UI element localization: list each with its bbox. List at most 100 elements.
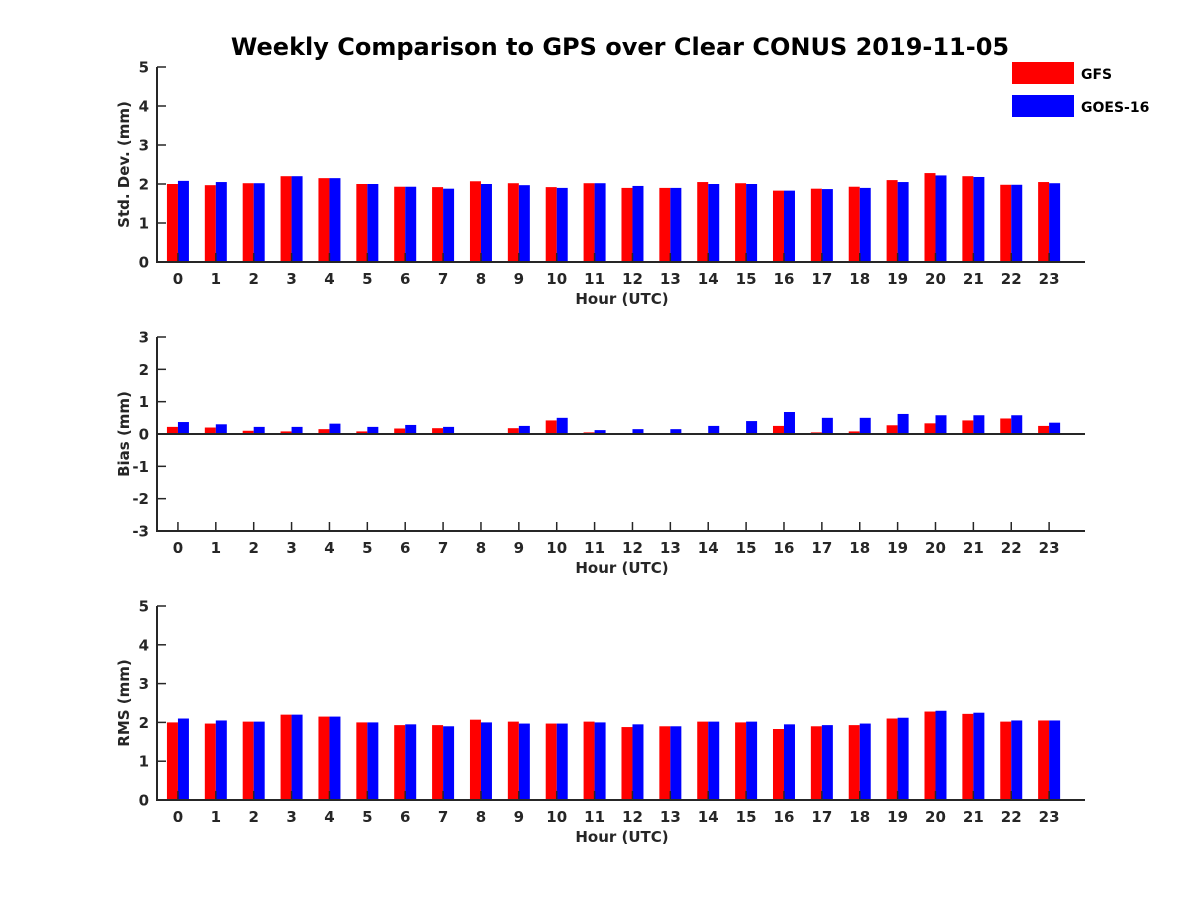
rms-bar-gfs-hour-3 xyxy=(280,714,292,800)
rms-x-tick-label: 8 xyxy=(476,808,486,826)
rms-y-tick-label: 1 xyxy=(139,753,149,771)
stddev-y-tick-label: 4 xyxy=(139,98,149,116)
rms-x-tick-label: 17 xyxy=(811,808,832,826)
bias-x-tick-label: 15 xyxy=(736,539,757,557)
bias-bar-goes16-hour-5 xyxy=(367,426,379,434)
bias-bar-gfs-hour-9 xyxy=(507,428,519,434)
bias-x-axis-label: Hour (UTC) xyxy=(575,559,668,577)
stddev-bar-gfs-hour-4 xyxy=(318,178,330,262)
rms-x-tick-label: 13 xyxy=(660,808,681,826)
rms-bar-gfs-hour-9 xyxy=(507,721,519,800)
stddev-bar-goes16-hour-11 xyxy=(594,183,606,262)
stddev-x-tick-label: 17 xyxy=(811,270,832,288)
stddev-bar-goes16-hour-12 xyxy=(632,185,644,262)
stddev-x-tick-label: 3 xyxy=(286,270,296,288)
rms-x-axis-label: Hour (UTC) xyxy=(575,828,668,846)
bias-bar-goes16-hour-12 xyxy=(632,429,644,434)
bias-x-tick-label: 2 xyxy=(248,539,258,557)
bias-bar-goes16-hour-4 xyxy=(329,423,341,434)
rms-x-tick-label: 10 xyxy=(546,808,567,826)
bias-bar-gfs-hour-3 xyxy=(280,431,292,434)
stddev-bar-goes16-hour-17 xyxy=(821,189,833,262)
stddev-bar-gfs-hour-18 xyxy=(848,186,860,262)
rms-bar-gfs-hour-16 xyxy=(772,729,784,800)
stddev-bar-goes16-hour-9 xyxy=(518,185,530,262)
rms-bar-gfs-hour-1 xyxy=(204,723,216,800)
stddev-x-tick-label: 2 xyxy=(248,270,258,288)
stddev-y-axis-label: Std. Dev. (mm) xyxy=(115,101,133,228)
legend-label-goes16: GOES-16 xyxy=(1081,100,1149,116)
bias-bar-goes16-hour-18 xyxy=(859,417,871,434)
bias-bar-goes16-hour-14 xyxy=(708,425,720,434)
stddev-bar-goes16-hour-4 xyxy=(329,178,341,262)
stddev-bar-goes16-hour-5 xyxy=(367,184,379,262)
bias-y-tick-label: 0 xyxy=(139,426,149,444)
stddev-bar-goes16-hour-22 xyxy=(1011,184,1023,262)
bias-bar-gfs-hour-16 xyxy=(772,425,784,434)
stddev-x-tick-label: 20 xyxy=(925,270,946,288)
rms-bar-gfs-hour-7 xyxy=(432,725,444,800)
rms-y-axis-label: RMS (mm) xyxy=(115,659,133,746)
bias-y-tick-label: -2 xyxy=(132,490,149,508)
stddev-bar-goes16-hour-16 xyxy=(783,190,795,262)
bias-bar-goes16-hour-21 xyxy=(973,415,985,434)
stddev-bar-gfs-hour-20 xyxy=(924,173,936,262)
rms-bar-gfs-hour-0 xyxy=(166,722,178,800)
legend: GFS GOES-16 xyxy=(1012,62,1149,117)
rms-y-tick-label: 2 xyxy=(139,714,149,732)
bias-bar-goes16-hour-10 xyxy=(556,417,568,434)
bias-bar-goes16-hour-20 xyxy=(935,415,947,434)
stddev-bar-goes16-hour-3 xyxy=(291,176,303,262)
rms-bar-goes16-hour-13 xyxy=(670,726,682,800)
bias-x-tick-label: 23 xyxy=(1039,539,1060,557)
stddev-x-tick-label: 15 xyxy=(736,270,757,288)
stddev-bar-goes16-hour-6 xyxy=(405,186,417,262)
rms-bar-gfs-hour-5 xyxy=(356,722,368,800)
legend-swatch-gfs xyxy=(1012,62,1074,84)
stddev-bar-gfs-hour-14 xyxy=(697,182,709,262)
rms-bar-gfs-hour-19 xyxy=(886,718,898,800)
stddev-x-tick-label: 9 xyxy=(514,270,524,288)
rms-x-tick-label: 9 xyxy=(514,808,524,826)
bias-bar-gfs-hour-1 xyxy=(204,427,216,434)
rms-x-tick-label: 18 xyxy=(849,808,870,826)
rms-bar-goes16-hour-3 xyxy=(291,714,303,800)
bias-x-tick-label: 20 xyxy=(925,539,946,557)
rms-x-tick-label: 3 xyxy=(286,808,296,826)
bias-y-axis-label: Bias (mm) xyxy=(115,391,133,477)
stddev-x-axis-label: Hour (UTC) xyxy=(575,290,668,308)
rms-bar-gfs-hour-10 xyxy=(545,723,557,800)
rms-bar-gfs-hour-21 xyxy=(962,713,974,800)
rms-bar-goes16-hour-17 xyxy=(821,725,833,800)
stddev-bar-gfs-hour-22 xyxy=(1000,184,1012,262)
bias-x-tick-label: 8 xyxy=(476,539,486,557)
stddev-bar-goes16-hour-23 xyxy=(1049,183,1061,262)
stddev-bar-goes16-hour-18 xyxy=(859,187,871,262)
rms-bar-goes16-hour-6 xyxy=(405,724,417,800)
bias-x-tick-label: 16 xyxy=(774,539,795,557)
rms-bar-gfs-hour-8 xyxy=(469,719,481,800)
rms-bar-gfs-hour-17 xyxy=(810,726,822,800)
rms-bar-gfs-hour-4 xyxy=(318,716,330,800)
bias-x-tick-label: 6 xyxy=(400,539,410,557)
rms-bar-gfs-hour-2 xyxy=(242,721,254,800)
stddev-bar-gfs-hour-0 xyxy=(166,184,178,262)
rms-bar-goes16-hour-22 xyxy=(1011,720,1023,800)
stddev-bar-gfs-hour-11 xyxy=(583,183,595,262)
stddev-bar-gfs-hour-2 xyxy=(242,183,254,262)
rms-bar-goes16-hour-7 xyxy=(443,726,455,800)
stddev-y-tick-label: 3 xyxy=(139,137,149,155)
rms-bar-gfs-hour-13 xyxy=(659,726,671,800)
rms-x-tick-label: 22 xyxy=(1001,808,1022,826)
stddev-bar-gfs-hour-12 xyxy=(621,187,633,262)
bias-bar-gfs-hour-10 xyxy=(545,420,557,434)
rms-x-tick-label: 6 xyxy=(400,808,410,826)
rms-bar-gfs-hour-15 xyxy=(735,722,747,800)
rms-bar-gfs-hour-20 xyxy=(924,711,936,800)
rms-bar-goes16-hour-15 xyxy=(746,721,758,800)
rms-y-tick-label: 0 xyxy=(139,792,149,810)
rms-bar-goes16-hour-19 xyxy=(897,717,909,800)
bias-x-tick-label: 14 xyxy=(698,539,719,557)
